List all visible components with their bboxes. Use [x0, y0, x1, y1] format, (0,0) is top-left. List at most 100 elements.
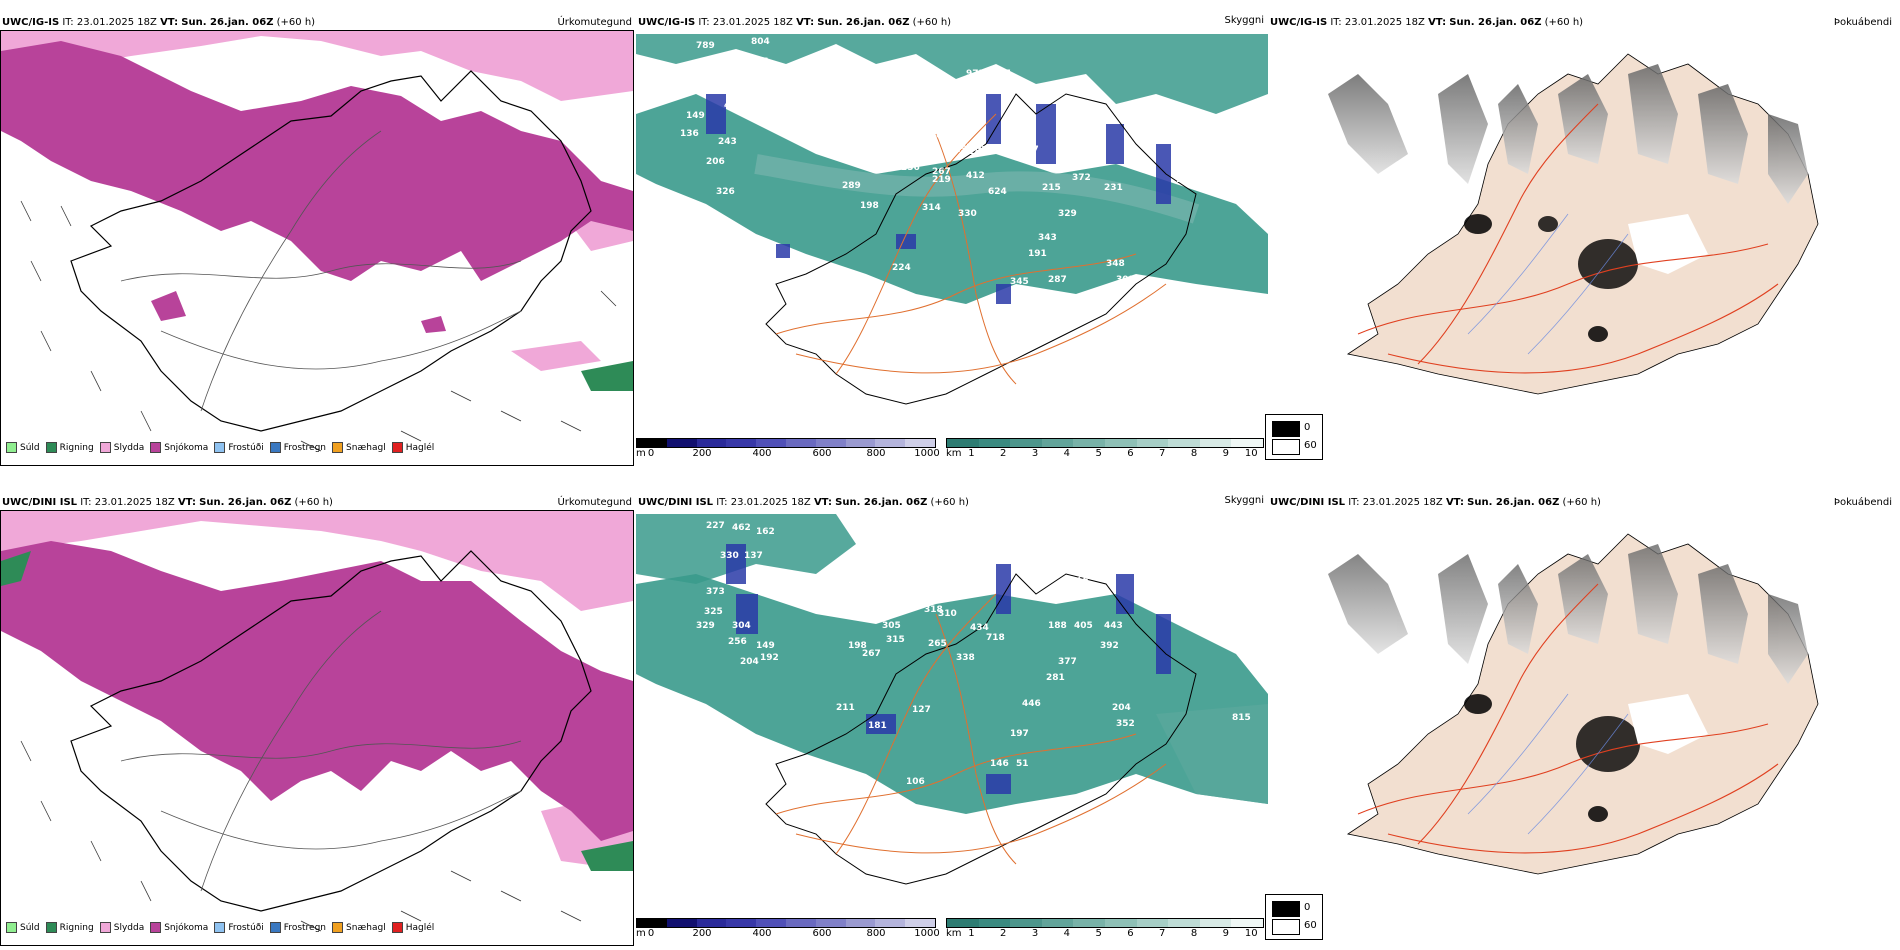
legend-label: Snæhagl: [346, 922, 386, 933]
svg-text:106: 106: [906, 777, 925, 787]
legend-swatch: [45, 922, 57, 933]
legend-label: Súld: [20, 442, 40, 453]
svg-text:243: 243: [718, 137, 737, 147]
vt-value: Sun. 26.jan. 06Z: [199, 497, 292, 508]
svg-text:405: 405: [1074, 621, 1093, 631]
panel-title: UWC/DINI ISL IT: 23.01.2025 18Z VT: Sun.…: [638, 496, 969, 510]
svg-text:142: 142: [1086, 141, 1105, 151]
legend-item: Haglél: [391, 922, 435, 933]
svg-text:434: 434: [970, 623, 989, 633]
svg-text:330: 330: [958, 209, 977, 219]
svg-text:157: 157: [1020, 145, 1039, 155]
colorbar-unit: m: [636, 928, 646, 939]
colorbar-ticks: 1 2 3 4 5 6 7 8 9 10: [968, 928, 1258, 939]
svg-text:281: 281: [1046, 673, 1065, 683]
legend-item: Snæhagl: [332, 922, 386, 933]
legend-label: Frostúði: [228, 922, 264, 933]
vt-label: VT:: [813, 497, 832, 508]
legend-label: Slydda: [113, 922, 145, 933]
legend-item: Frostregn: [269, 442, 326, 453]
svg-text:804: 804: [751, 37, 770, 47]
clouds-map-svg: 789 804 178 202 236 96 973 997 149 471 2…: [636, 34, 1268, 405]
svg-text:206: 206: [1106, 551, 1125, 561]
fog-key-box-white: [1272, 919, 1300, 935]
svg-text:304: 304: [732, 621, 751, 631]
cloudbase-colorbar-row1: m 0 200 400 600 800 1000: [636, 438, 940, 459]
panel-title: UWC/IG-IS IT: 23.01.2025 18Z VT: Sun. 26…: [638, 16, 951, 30]
svg-text:815: 815: [1232, 713, 1251, 723]
svg-text:997: 997: [992, 69, 1011, 79]
svg-text:392: 392: [1100, 641, 1119, 651]
fog-map-svg: [1328, 533, 1819, 875]
legend-item: Frostregn: [269, 922, 327, 933]
model-name: UWC/DINI ISL: [2, 497, 78, 508]
svg-text:146: 146: [990, 759, 1009, 769]
clouds-map[interactable]: 227 462 162 604 402 330 137 206 373 160 …: [636, 514, 1268, 914]
panel-precip-type-row1: UWC/IG-IS IT: 23.01.2025 18Z VT: Sun. 26…: [0, 14, 636, 466]
svg-text:330: 330: [720, 551, 739, 561]
lead-time: (+60 h): [294, 497, 333, 508]
legend-swatch: [391, 922, 403, 933]
svg-text:160: 160: [786, 593, 805, 603]
fog-key-row2: 0 60: [1265, 894, 1323, 940]
svg-text:204: 204: [1112, 703, 1131, 713]
fog-key-label: 0: [1304, 902, 1311, 913]
colorbar-unit: km: [946, 928, 962, 939]
legend-swatch: [332, 442, 344, 453]
svg-text:318: 318: [924, 605, 943, 615]
legend-label: Snjókoma: [164, 922, 209, 933]
precip-map[interactable]: [0, 510, 634, 946]
svg-text:197: 197: [1010, 729, 1029, 739]
precip-map[interactable]: [0, 30, 634, 466]
legend-label: Snjókoma: [164, 442, 209, 453]
cloud-labels: 227 462 162 604 402 330 137 206 373 160 …: [696, 521, 1251, 787]
fog-map-svg: [1328, 53, 1819, 395]
svg-text:604: 604: [1056, 527, 1075, 537]
it-label: IT:: [716, 497, 728, 508]
fog-key-label: 60: [1304, 440, 1317, 451]
legend-label: Frostregn: [283, 922, 327, 933]
legend-item: Slydda: [99, 442, 145, 453]
fog-map[interactable]: [1268, 514, 1900, 914]
svg-text:256: 256: [728, 637, 747, 647]
vt-label: VT:: [160, 17, 179, 28]
it-value: 23.01.2025 18Z: [712, 17, 793, 28]
svg-text:402: 402: [1088, 529, 1107, 539]
svg-text:462: 462: [732, 523, 751, 533]
panel-name: Úrkomutegund: [557, 17, 632, 28]
legend-swatch: [150, 442, 162, 453]
it-label: IT:: [1348, 497, 1360, 508]
svg-text:192: 192: [760, 653, 779, 663]
it-label: IT:: [80, 497, 92, 508]
svg-text:206: 206: [706, 157, 725, 167]
it-value: 23.01.2025 18Z: [1344, 17, 1425, 28]
svg-text:314: 314: [922, 203, 941, 213]
panel-title: UWC/IG-IS IT: 23.01.2025 18Z VT: Sun. 26…: [1270, 16, 1583, 30]
cloudbase-colorbar-row2: m 0 200 400 600 800 1000: [636, 918, 940, 939]
panel-fog-row2: UWC/DINI ISL IT: 23.01.2025 18Z VT: Sun.…: [1268, 494, 1900, 946]
vt-label: VT:: [1445, 497, 1464, 508]
legend-swatch: [214, 922, 226, 933]
svg-text:329: 329: [696, 621, 715, 631]
legend-label: Súld: [20, 922, 40, 933]
legend-label: Slydda: [113, 442, 145, 453]
precip-map-svg: [1, 511, 633, 932]
fog-key-label: 60: [1304, 920, 1317, 931]
svg-text:176: 176: [966, 143, 985, 153]
it-value: 23.01.2025 18Z: [730, 497, 811, 508]
legend-label: Rigning: [59, 922, 94, 933]
cloud-labels: 789 804 178 202 236 96 973 997 149 471 2…: [680, 37, 1195, 319]
svg-text:202: 202: [736, 73, 755, 83]
fog-key-row1: 0 60: [1265, 414, 1323, 460]
legend-label: Haglél: [405, 922, 435, 933]
svg-text:618: 618: [962, 147, 981, 157]
fog-map[interactable]: [1268, 34, 1900, 434]
vt-label: VT:: [177, 497, 196, 508]
svg-text:289: 289: [926, 591, 945, 601]
model-name: UWC/IG-IS: [2, 17, 60, 28]
vt-value: Sun. 26.jan. 06Z: [181, 17, 274, 28]
svg-text:191: 191: [1028, 249, 1047, 259]
clouds-map[interactable]: 789 804 178 202 236 96 973 997 149 471 2…: [636, 34, 1268, 434]
svg-text:196: 196: [1012, 119, 1031, 129]
svg-text:140: 140: [1068, 115, 1087, 125]
